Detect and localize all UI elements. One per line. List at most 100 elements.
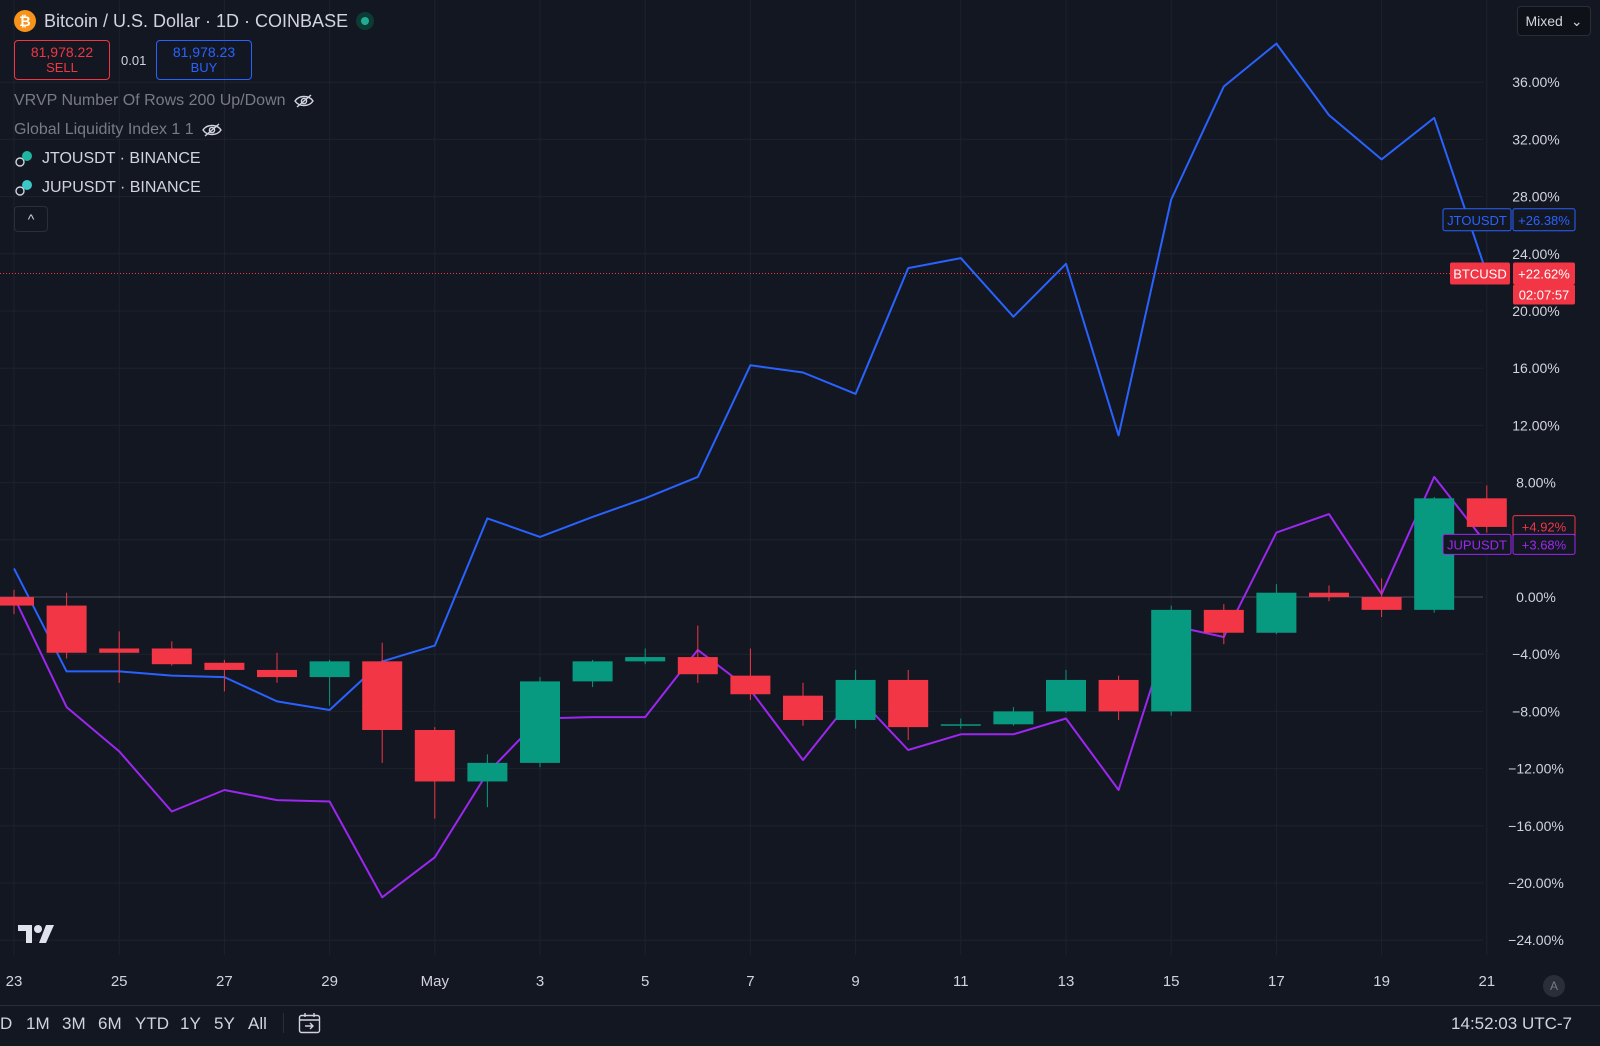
candle[interactable] [257, 652, 297, 683]
price-axis-label: −16.00% [1508, 818, 1564, 834]
go-to-date-calendar-icon[interactable] [298, 1012, 322, 1034]
btc-countdown-tag[interactable]: 02:07:57 [1513, 284, 1575, 305]
candle[interactable] [46, 592, 87, 659]
candle[interactable] [940, 718, 981, 729]
time-axis-label: 15 [1163, 973, 1180, 990]
series-line-jtousdt[interactable] [13, 42, 1488, 711]
price-axis-label: 8.00% [1516, 475, 1556, 491]
range-button-all[interactable]: All [248, 1014, 267, 1033]
candle[interactable] [1151, 605, 1192, 716]
candle[interactable] [520, 677, 560, 768]
hidden-eye-icon[interactable] [201, 123, 222, 137]
jup-name-tag[interactable]: JUPUSDT [1442, 533, 1512, 555]
btc-value-tag[interactable]: +22.62% [1513, 262, 1575, 285]
range-button-1y[interactable]: 1Y [180, 1014, 201, 1033]
candle[interactable] [1309, 585, 1349, 602]
candle[interactable] [677, 625, 718, 683]
price-axis-label: −12.00% [1508, 761, 1564, 777]
price-tags: JTOUSDT +26.38% BTCUSD +22.62% 02:07:57 +4.92… [1442, 208, 1576, 555]
sell-button[interactable]: 81,978.22 SELL [14, 40, 110, 80]
candle[interactable] [1466, 485, 1507, 533]
chevron-down-icon: ⌄ [1570, 12, 1583, 29]
time-axis-label: 29 [321, 973, 338, 990]
range-button-6m[interactable]: 6M [98, 1014, 122, 1033]
jto-value-tag-text: +26.38% [1518, 213, 1570, 228]
buy-label: BUY [190, 60, 218, 75]
btc-name-tag[interactable]: BTCUSD [1450, 262, 1510, 285]
indicator-vrvp[interactable]: VRVP Number Of Rows 200 Up/Down [14, 92, 314, 110]
candle[interactable] [0, 589, 34, 615]
candle-body [940, 724, 981, 726]
candle[interactable] [888, 669, 929, 740]
candle[interactable] [99, 631, 140, 683]
symbol-title-text[interactable]: Bitcoin / U.S. Dollar · 1D · COINBASE [44, 10, 349, 31]
compare-symbol-jto[interactable]: JTOUSDT · BINANCE [14, 150, 201, 168]
candle[interactable] [151, 641, 192, 666]
auto-scale-button[interactable]: A [1543, 975, 1565, 997]
candle-body [1361, 597, 1402, 610]
candle[interactable] [414, 727, 455, 819]
jto-value-tag[interactable]: +26.38% [1512, 208, 1576, 232]
candle[interactable] [572, 659, 613, 688]
candle-body [835, 679, 876, 720]
range-button-5y[interactable]: 5Y [214, 1014, 235, 1033]
price-axis-label: 24.00% [1512, 246, 1559, 262]
candle-body [151, 648, 192, 665]
indicator-vrvp-label[interactable]: VRVP Number Of Rows 200 Up/Down [14, 92, 286, 109]
candle[interactable] [1361, 578, 1402, 618]
candle-body [783, 695, 823, 720]
jto-name-tag[interactable]: JTOUSDT [1442, 208, 1512, 232]
range-button-1m[interactable]: 1M [26, 1014, 50, 1033]
time-axis-label: 21 [1478, 973, 1495, 990]
candle[interactable] [362, 642, 403, 763]
price-axis-label: −8.00% [1512, 703, 1560, 719]
scale-mode-label: Mixed [1525, 13, 1563, 29]
candle-body [257, 669, 297, 678]
candle-body [99, 648, 140, 653]
candle-body [1151, 609, 1192, 712]
candle[interactable] [204, 659, 245, 692]
hidden-eye-icon[interactable] [293, 94, 314, 108]
candle[interactable] [1203, 604, 1244, 645]
indicator-global-liquidity[interactable]: Global Liquidity Index 1 1 [14, 121, 222, 139]
candle[interactable] [835, 669, 876, 729]
jto-value-tag-box [1512, 208, 1576, 232]
market-open-indicator-icon [356, 12, 375, 30]
btc-countdown-tag-box [1513, 284, 1575, 305]
indicator-global-liquidity-label[interactable]: Global Liquidity Index 1 1 [14, 121, 194, 138]
candle-body [1256, 592, 1297, 633]
candle[interactable] [1098, 675, 1139, 720]
time-axis-label: 3 [536, 973, 544, 990]
compare-symbol-jup[interactable]: JUPUSDT · BINANCE [14, 179, 201, 197]
timezone-clock[interactable]: 14:52:03 UTC-7 [1451, 1014, 1572, 1033]
range-button-d[interactable]: D [0, 1014, 13, 1033]
candle-body [467, 762, 508, 782]
candle[interactable] [1046, 669, 1086, 713]
jup-value-tag[interactable]: +3.68% [1512, 533, 1576, 555]
candle-body [993, 711, 1034, 725]
candle[interactable] [993, 707, 1034, 726]
time-axis-label: 11 [953, 973, 969, 990]
btc-close-tag-text: +4.92% [1522, 520, 1567, 535]
price-axis-label: 16.00% [1512, 360, 1559, 376]
candle[interactable] [309, 659, 350, 706]
candle[interactable] [467, 754, 508, 808]
candle[interactable] [730, 648, 771, 700]
price-axis-label: 36.00% [1512, 74, 1559, 90]
compare-symbol-jto-label[interactable]: JTOUSDT · BINANCE [42, 150, 201, 167]
tradingview-logo[interactable] [18, 925, 58, 947]
candle[interactable] [1256, 584, 1297, 635]
symbol-title[interactable]: ₿ Bitcoin / U.S. Dollar · 1D · COINBASE [14, 10, 375, 32]
buy-button[interactable]: 81,978.23 BUY [156, 40, 252, 80]
btc-name-tag-box [1450, 262, 1510, 285]
candle-body [520, 681, 560, 763]
range-button-3m[interactable]: 3M [62, 1014, 86, 1033]
candle[interactable] [783, 682, 823, 726]
compare-symbol-jup-label[interactable]: JUPUSDT · BINANCE [42, 179, 201, 196]
scale-mode-dropdown[interactable]: Mixed ⌄ [1517, 6, 1591, 36]
collapse-legend-button[interactable]: ^ [14, 206, 48, 232]
candle[interactable] [625, 648, 666, 665]
range-button-ytd[interactable]: YTD [135, 1014, 169, 1033]
